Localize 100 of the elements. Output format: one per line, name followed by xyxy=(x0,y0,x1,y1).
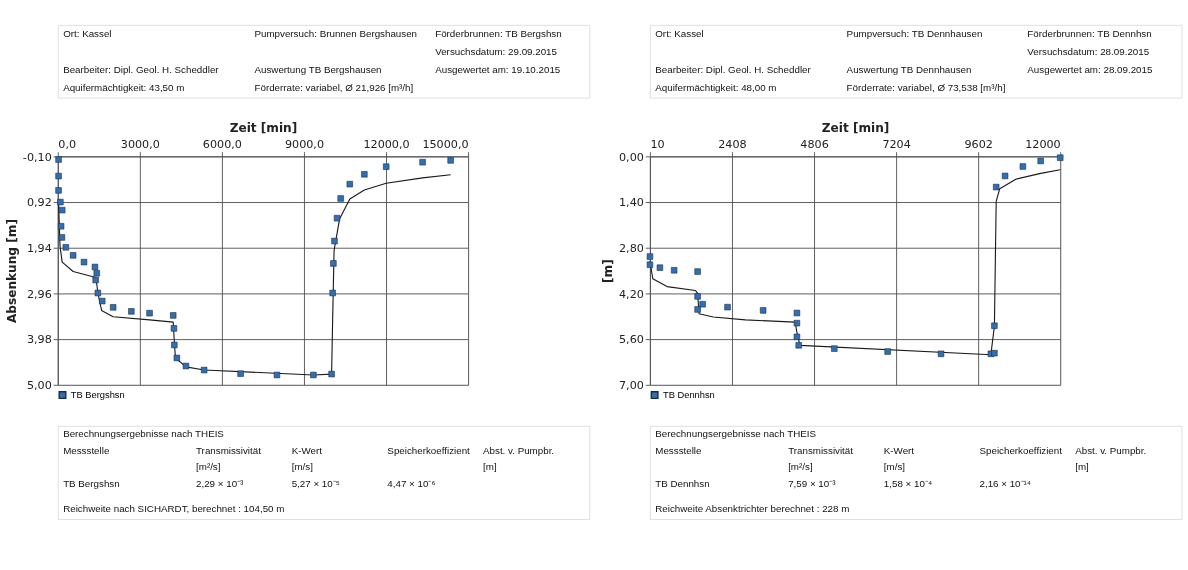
point xyxy=(146,310,153,317)
point xyxy=(346,180,353,188)
point xyxy=(793,333,801,341)
point xyxy=(793,309,801,317)
text: Speicherkoeffizient xyxy=(387,444,471,456)
text: [m/s] xyxy=(883,461,906,473)
y-axis-title: Absenkung [m] xyxy=(5,219,20,324)
point xyxy=(361,171,368,178)
point xyxy=(646,253,654,260)
x-tick-label: 3000,0 xyxy=(120,137,160,151)
point xyxy=(173,354,181,362)
y-tick-label: 0,00 xyxy=(619,150,644,164)
point xyxy=(991,322,998,329)
point xyxy=(57,198,64,206)
text: Reichweite nach SICHARDT, berechnet : 104,50 m xyxy=(63,502,285,514)
point xyxy=(724,304,731,311)
y-tick-label: 0,92 xyxy=(26,196,52,210)
point xyxy=(55,187,62,194)
point xyxy=(670,267,678,274)
point xyxy=(59,206,66,214)
y-axis-title: [m] xyxy=(601,259,616,283)
point xyxy=(1037,157,1044,165)
point xyxy=(80,258,88,266)
x-axis-title: Zeit [min] xyxy=(821,120,890,135)
point xyxy=(92,276,99,284)
y-tick-label: -0,10 xyxy=(22,150,52,164)
point xyxy=(694,293,701,300)
point xyxy=(57,223,65,230)
point xyxy=(694,268,701,275)
point xyxy=(201,366,208,374)
point xyxy=(237,370,244,377)
text: Aquifermächtigkeit: 48,00 m xyxy=(655,82,777,94)
y-tick-label: 5,00 xyxy=(26,379,52,393)
text: 2,16 × 10⁻¹⁴ xyxy=(979,477,1032,489)
point xyxy=(991,350,998,357)
point xyxy=(310,371,317,379)
point xyxy=(58,234,66,241)
text: 1,58 × 10⁻⁴ xyxy=(883,477,933,489)
x-tick-label: 12000,0 xyxy=(363,137,410,151)
point xyxy=(91,263,99,271)
point xyxy=(69,252,77,259)
text: Ausgewertet am: 19.10.2015 xyxy=(435,64,561,76)
point xyxy=(170,312,177,319)
text: [m] xyxy=(483,461,497,473)
y-tick-label: 1,94 xyxy=(26,241,52,255)
point xyxy=(646,261,654,268)
x-tick-label: 9000,0 xyxy=(284,137,325,151)
point xyxy=(329,289,336,297)
legend-label: TB Bergshsn xyxy=(70,389,125,400)
point xyxy=(1001,172,1009,180)
x-tick-label: 2408 xyxy=(718,137,747,151)
x-tick-label: 0,0 xyxy=(58,137,77,151)
text: Förderbrunnen: TB Bergshsn xyxy=(435,27,562,39)
text: K-Wert xyxy=(883,444,915,456)
text: Auswertung TB Bergshausen xyxy=(254,64,382,76)
point xyxy=(331,237,338,245)
point xyxy=(884,348,891,355)
y-tick-label: 1,40 xyxy=(619,196,644,210)
text: Bearbeiter: Dipl. Geol. H. Scheddler xyxy=(63,64,220,76)
text: Aquifermächtigkeit: 43,50 m xyxy=(63,82,185,94)
text: Pumpversuch: TB Dennhausen xyxy=(846,27,983,39)
text: Förderrate: variabel, Ø 21,926 [m³/h] xyxy=(254,82,414,94)
y-tick-label: 7,00 xyxy=(619,379,644,393)
text: 2,29 × 10⁻³ xyxy=(196,477,245,489)
text: [m/s] xyxy=(291,461,314,473)
text: TB Dennhsn xyxy=(655,477,710,489)
text: 7,59 × 10⁻³ xyxy=(788,477,837,489)
point xyxy=(419,159,426,166)
text: Förderrate: variabel, Ø 73,538 [m³/h] xyxy=(846,82,1006,94)
point xyxy=(94,289,102,297)
text: Auswertung TB Dennhausen xyxy=(846,64,972,76)
text: Versuchsdatum: 28.09.2015 xyxy=(1027,45,1150,57)
text: Transmissivität xyxy=(788,444,854,456)
x-tick-label: 7204 xyxy=(882,137,911,151)
point xyxy=(110,304,117,311)
y-tick-label: 5,60 xyxy=(619,333,644,347)
text: Messstelle xyxy=(655,444,702,456)
text: Förderbrunnen: TB Dennhsn xyxy=(1027,27,1152,39)
x-tick-label: 4806 xyxy=(800,137,829,151)
point xyxy=(337,195,344,202)
point xyxy=(447,157,454,164)
point xyxy=(273,371,281,379)
point xyxy=(170,325,178,332)
y-tick-label: 2,96 xyxy=(26,287,52,301)
point xyxy=(1019,163,1027,170)
text: Bearbeiter: Dipl. Geol. H. Scheddler xyxy=(655,64,812,76)
y-tick-label: 3,98 xyxy=(26,333,52,347)
point xyxy=(831,345,838,352)
point xyxy=(993,183,1000,191)
point xyxy=(182,362,190,370)
text: Abst. v. Pumpbr. xyxy=(483,444,555,456)
x-tick-label: 6000,0 xyxy=(202,137,242,151)
text: Berechnungsergebnisse nach THEIS xyxy=(655,427,817,439)
point xyxy=(93,270,100,277)
text: Messstelle xyxy=(63,444,110,456)
x-axis-title: Zeit [min] xyxy=(229,120,298,135)
point xyxy=(330,260,337,267)
point xyxy=(99,297,106,305)
y-tick-label: 4,20 xyxy=(619,287,644,301)
legend-label: TB Dennhsn xyxy=(663,389,715,400)
